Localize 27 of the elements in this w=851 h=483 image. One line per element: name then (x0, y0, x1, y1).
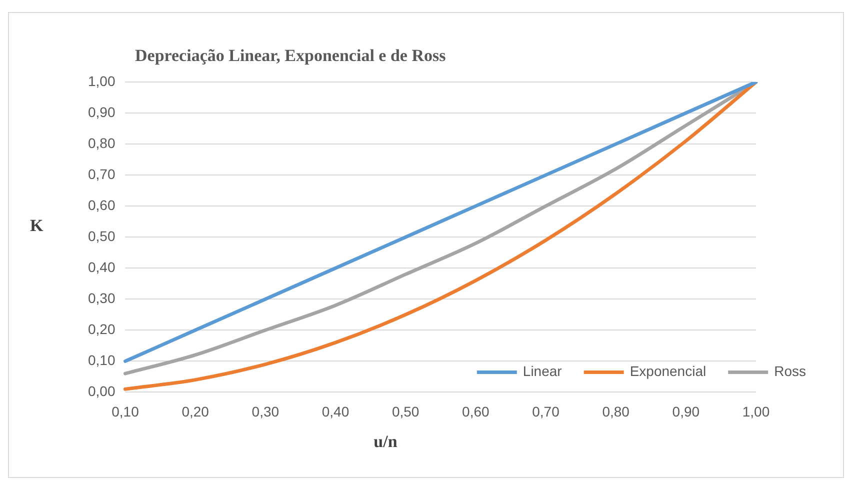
x-tick-label: 0,50 (392, 403, 420, 420)
y-axis-title: K (30, 216, 44, 236)
x-axis-title: u/n (374, 432, 398, 451)
y-tick-label: 0,80 (88, 134, 116, 151)
legend-label: Ross (774, 363, 806, 380)
y-tick-label: 0,50 (88, 228, 116, 244)
y-tick-label: 0,20 (88, 321, 116, 338)
legend-label: Exponencial (630, 363, 706, 380)
x-tick-label: 0,30 (252, 403, 280, 420)
x-tick-label: 0,60 (462, 403, 490, 420)
x-tick-label: 0,10 (112, 403, 140, 420)
y-tick-label: 0,00 (88, 383, 116, 400)
x-tick-label: 0,80 (602, 403, 630, 420)
x-tick-label: 0,20 (182, 403, 210, 420)
y-tick-label: 0,40 (88, 258, 116, 275)
x-tick-label: 0,40 (322, 403, 350, 420)
y-tick-label: 0,60 (88, 196, 116, 213)
x-tick-label: 0,70 (532, 403, 560, 420)
x-tick-label: 1,00 (742, 403, 770, 420)
y-tick-label: 0,30 (88, 290, 116, 306)
x-tick-label: 0,90 (672, 403, 700, 420)
y-tick-label: 1,00 (88, 72, 116, 89)
y-tick-label: 0,90 (88, 104, 116, 120)
chart-title: Depreciação Linear, Exponencial e de Ross (135, 46, 446, 66)
legend-label: Linear (522, 363, 562, 380)
y-tick-label: 0,70 (88, 166, 116, 182)
y-tick-label: 0,10 (88, 352, 116, 368)
